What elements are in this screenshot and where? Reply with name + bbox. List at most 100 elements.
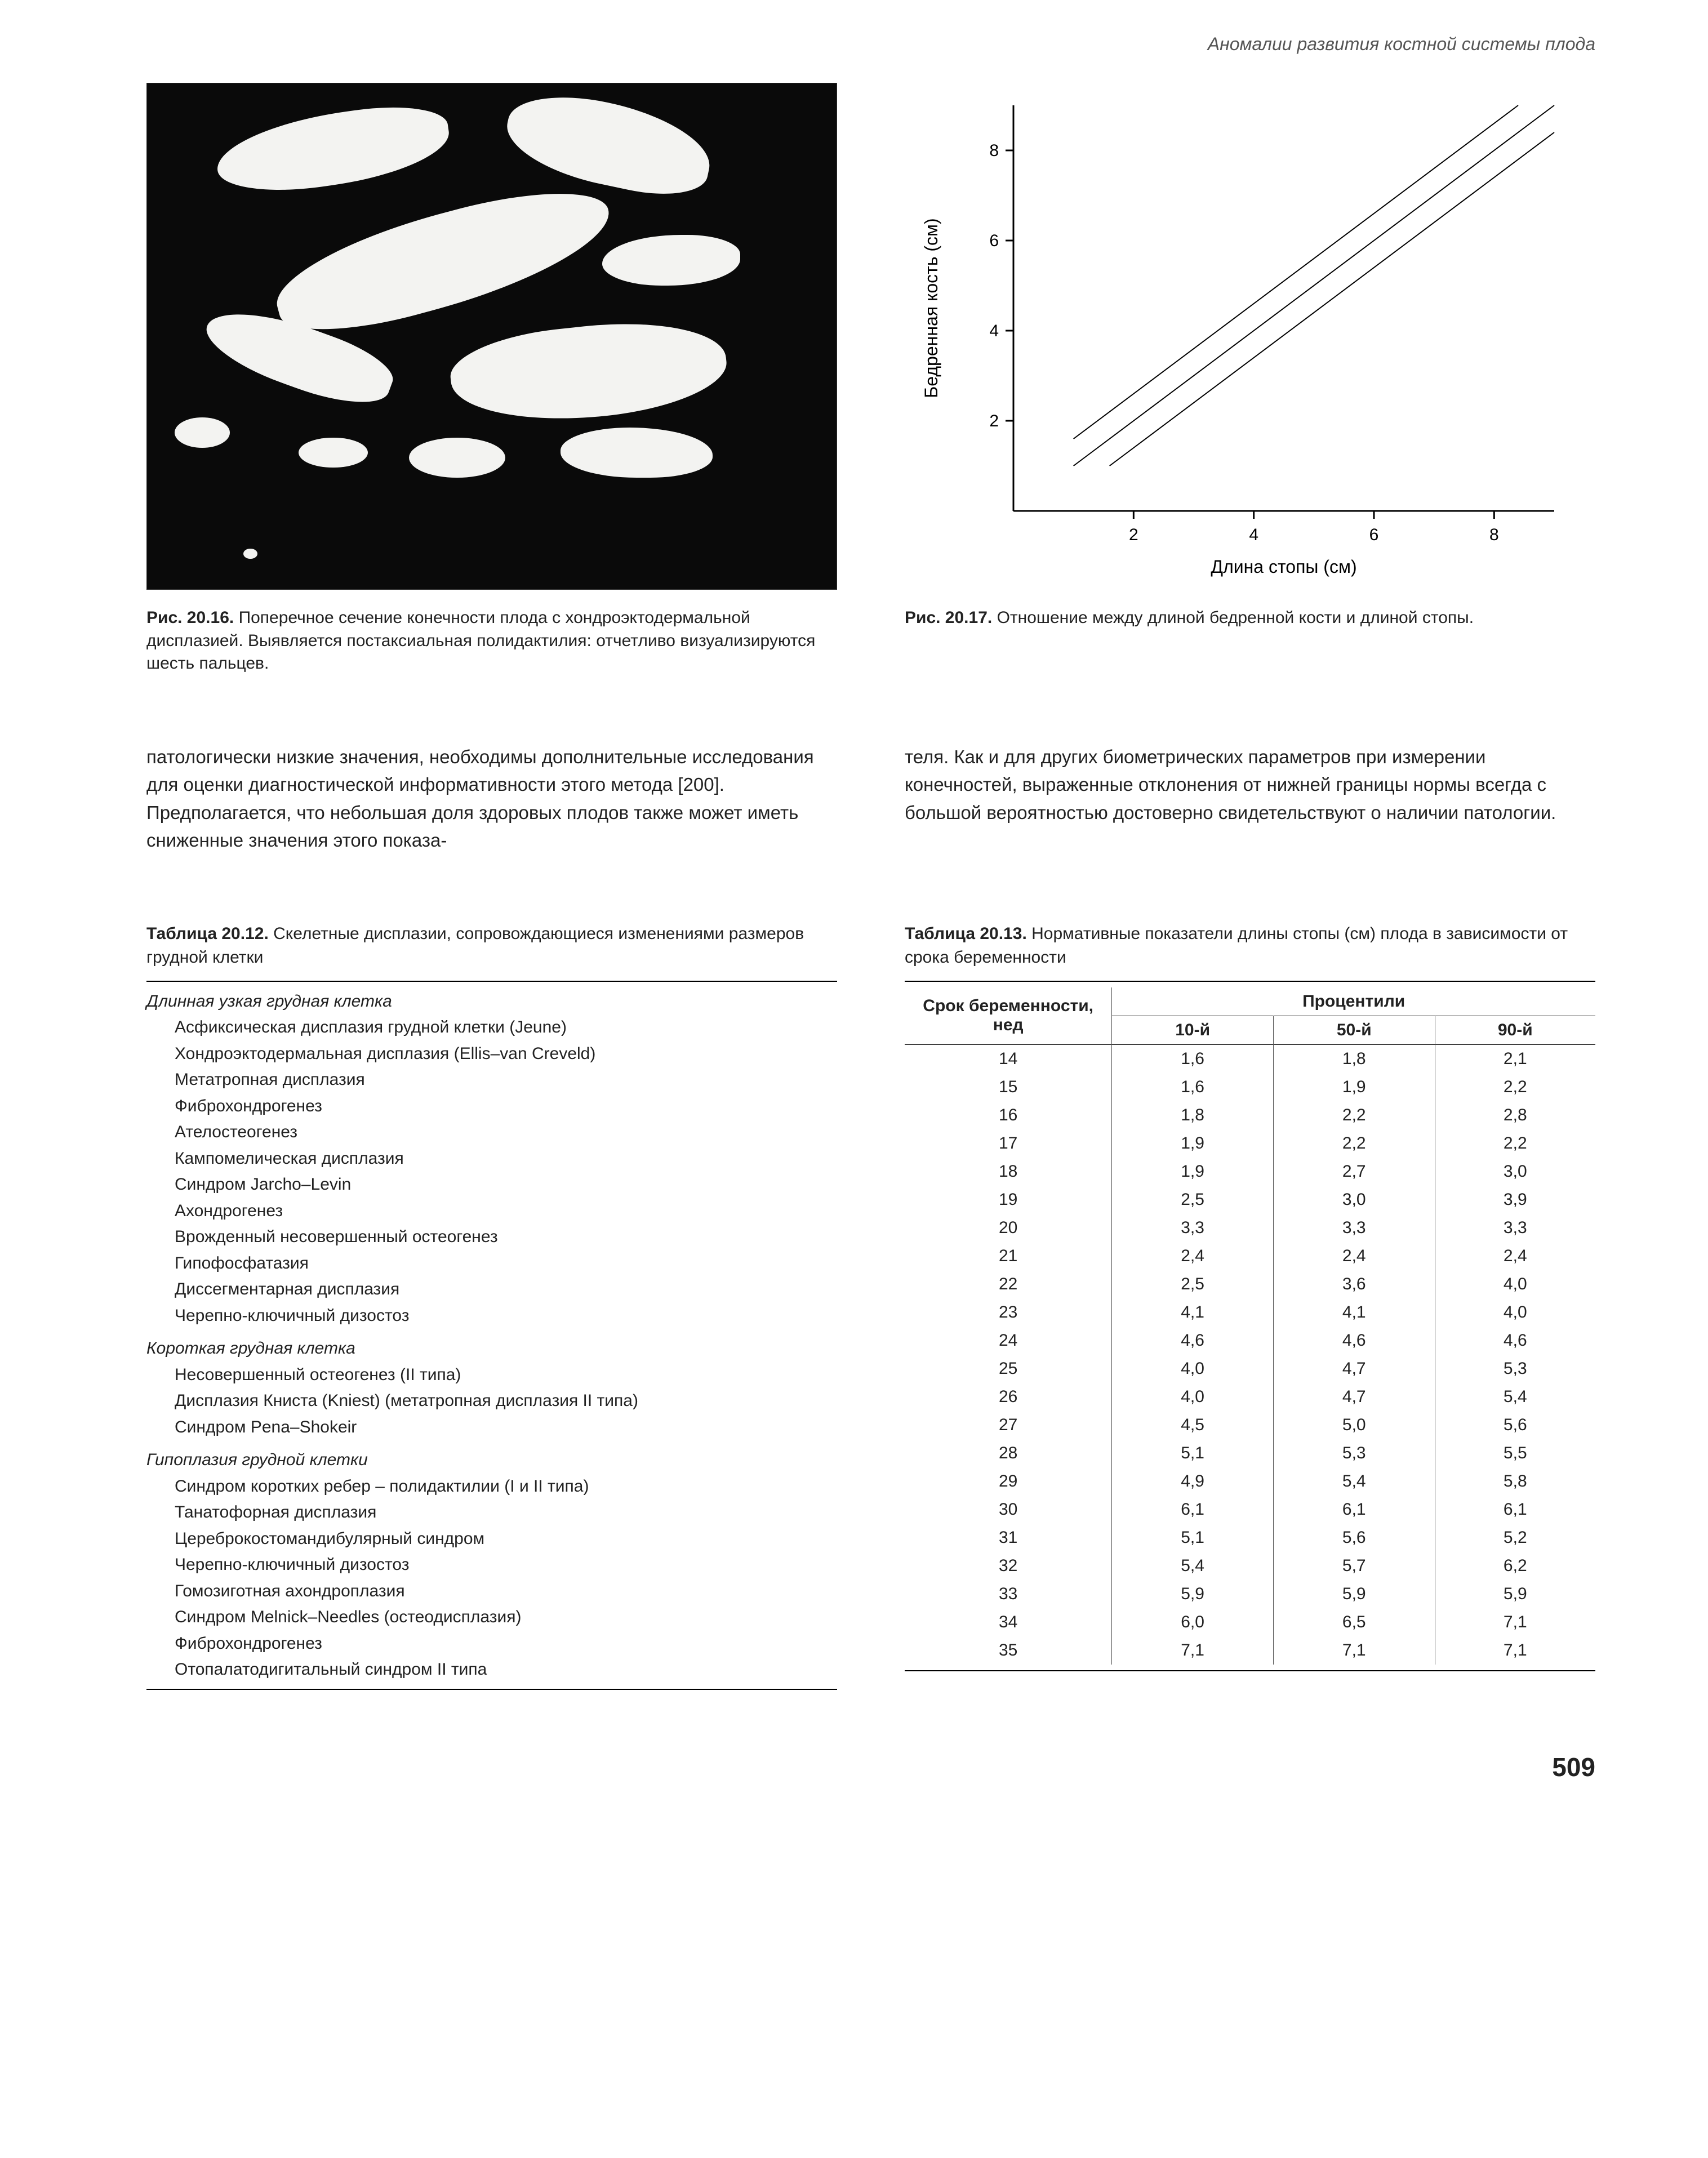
list-item: Черепно-ключичный дизостоз bbox=[146, 1303, 837, 1329]
table-20-13-title: Таблица 20.13. Нормативные показатели дл… bbox=[905, 922, 1595, 969]
table-cell: 2,2 bbox=[1435, 1129, 1595, 1158]
table-20-12-title: Таблица 20.12. Скелетные дисплазии, сопр… bbox=[146, 922, 837, 969]
table-row: 203,33,33,3 bbox=[905, 1214, 1595, 1242]
table-cell: 20 bbox=[905, 1214, 1112, 1242]
table-cell: 6,1 bbox=[1112, 1496, 1274, 1524]
figure-row: Рис. 20.16. Поперечное сечение конечност… bbox=[146, 83, 1595, 675]
list-item: Ателостеогенез bbox=[146, 1119, 837, 1146]
list-item: Врожденный несовершенный остеогенез bbox=[146, 1224, 837, 1251]
table-cell: 5,2 bbox=[1435, 1524, 1595, 1552]
table-cell: 16 bbox=[905, 1101, 1112, 1129]
table-cell: 2,2 bbox=[1273, 1101, 1435, 1129]
tables-row: Таблица 20.12. Скелетные дисплазии, сопр… bbox=[146, 922, 1595, 1696]
list-item: Гомозиготная ахондроплазия bbox=[146, 1578, 837, 1605]
svg-text:4: 4 bbox=[1249, 526, 1258, 544]
table-cell: 1,9 bbox=[1112, 1158, 1274, 1186]
svg-text:2: 2 bbox=[1129, 526, 1138, 544]
list-item: Диссегментарная дисплазия bbox=[146, 1276, 837, 1303]
table-cell: 6,1 bbox=[1273, 1496, 1435, 1524]
list-item: Синдром Jarcho–Levin bbox=[146, 1172, 837, 1198]
table-head: Срок беременности, нед Процентили 10-й50… bbox=[905, 987, 1595, 1045]
table-cell: 18 bbox=[905, 1158, 1112, 1186]
table-cell: 4,1 bbox=[1112, 1298, 1274, 1327]
table-cell: 5,4 bbox=[1112, 1552, 1274, 1580]
table-row: 222,53,64,0 bbox=[905, 1270, 1595, 1298]
rule bbox=[146, 981, 837, 982]
col-gestation: Срок беременности, нед bbox=[905, 987, 1112, 1045]
table-cell: 31 bbox=[905, 1524, 1112, 1552]
table-cell: 3,6 bbox=[1273, 1270, 1435, 1298]
table-cell: 25 bbox=[905, 1355, 1112, 1383]
table-cell: 4,5 bbox=[1112, 1411, 1274, 1439]
table-cell: 4,6 bbox=[1273, 1327, 1435, 1355]
col-header: 10-й bbox=[1112, 1016, 1274, 1044]
table-row: 294,95,45,8 bbox=[905, 1467, 1595, 1496]
table-cell: 23 bbox=[905, 1298, 1112, 1327]
table-row: 254,04,75,3 bbox=[905, 1355, 1595, 1383]
table-row: 357,17,17,1 bbox=[905, 1636, 1595, 1665]
table-cell: 2,4 bbox=[1435, 1242, 1595, 1270]
table-cell: 28 bbox=[905, 1439, 1112, 1467]
table-cell: 7,1 bbox=[1435, 1636, 1595, 1665]
table-cell: 2,7 bbox=[1273, 1158, 1435, 1186]
table-cell: 17 bbox=[905, 1129, 1112, 1158]
list-item: Фиброхондрогенез bbox=[146, 1093, 837, 1120]
table-row: 315,15,65,2 bbox=[905, 1524, 1595, 1552]
table-cell: 2,1 bbox=[1435, 1044, 1595, 1073]
svg-text:6: 6 bbox=[1369, 526, 1379, 544]
table-cell: 5,9 bbox=[1112, 1580, 1274, 1608]
table-cell: 5,1 bbox=[1112, 1524, 1274, 1552]
list-item: Дисплазия Книста (Kniest) (метатропная д… bbox=[146, 1388, 837, 1414]
table-cell: 4,0 bbox=[1435, 1298, 1595, 1327]
list-item: Гипофосфатазия bbox=[146, 1251, 837, 1277]
category-head: Гипоплазия грудной клетки bbox=[146, 1447, 837, 1474]
table-row: 346,06,57,1 bbox=[905, 1608, 1595, 1636]
table-cell: 6,0 bbox=[1112, 1608, 1274, 1636]
figure-20-16: Рис. 20.16. Поперечное сечение конечност… bbox=[146, 83, 837, 675]
table-cell: 1,8 bbox=[1112, 1101, 1274, 1129]
table-cell: 14 bbox=[905, 1044, 1112, 1073]
col-header: 90-й bbox=[1435, 1016, 1595, 1044]
table-cell: 19 bbox=[905, 1186, 1112, 1214]
table-row: 171,92,22,2 bbox=[905, 1129, 1595, 1158]
table-cell: 3,9 bbox=[1435, 1186, 1595, 1214]
table-cell: 7,1 bbox=[1273, 1636, 1435, 1665]
table-cell: 2,2 bbox=[1273, 1129, 1435, 1158]
table-cell: 5,1 bbox=[1112, 1439, 1274, 1467]
ultrasound-image bbox=[146, 83, 837, 590]
table-row: 151,61,92,2 bbox=[905, 1073, 1595, 1101]
table-cell: 7,1 bbox=[1435, 1608, 1595, 1636]
table-body: 141,61,82,1151,61,92,2161,82,22,8171,92,… bbox=[905, 1044, 1595, 1665]
table-cell: 3,0 bbox=[1435, 1158, 1595, 1186]
list-item: Синдром Pena–Shokeir bbox=[146, 1414, 837, 1441]
table-cell: 5,4 bbox=[1273, 1467, 1435, 1496]
table-cell: 30 bbox=[905, 1496, 1112, 1524]
table-cell: 1,9 bbox=[1273, 1073, 1435, 1101]
table-cell: 6,1 bbox=[1435, 1496, 1595, 1524]
table-cell: 1,6 bbox=[1112, 1073, 1274, 1101]
list-item: Кампомелическая дисплазия bbox=[146, 1146, 837, 1172]
table-cell: 4,7 bbox=[1273, 1355, 1435, 1383]
table-20-12-label: Таблица 20.12. bbox=[146, 924, 269, 943]
table-cell: 4,0 bbox=[1112, 1355, 1274, 1383]
body-right: теля. Как и для других биометрических па… bbox=[905, 743, 1595, 855]
svg-text:2: 2 bbox=[989, 412, 999, 430]
table-cell: 4,9 bbox=[1112, 1467, 1274, 1496]
table-row: 161,82,22,8 bbox=[905, 1101, 1595, 1129]
svg-text:6: 6 bbox=[989, 232, 999, 250]
chart-svg: 24682468Длина стопы (см)Бедренная кость … bbox=[905, 83, 1595, 590]
table-cell: 6,5 bbox=[1273, 1608, 1435, 1636]
table-row: 335,95,95,9 bbox=[905, 1580, 1595, 1608]
table-cell: 2,4 bbox=[1273, 1242, 1435, 1270]
table-20-12: Таблица 20.12. Скелетные дисплазии, сопр… bbox=[146, 922, 837, 1696]
table-cell: 33 bbox=[905, 1580, 1112, 1608]
table-cell: 6,2 bbox=[1435, 1552, 1595, 1580]
table-cell: 29 bbox=[905, 1467, 1112, 1496]
category-head: Короткая грудная клетка bbox=[146, 1336, 837, 1362]
table-cell: 5,7 bbox=[1273, 1552, 1435, 1580]
table-cell: 21 bbox=[905, 1242, 1112, 1270]
table-cell: 35 bbox=[905, 1636, 1112, 1665]
body-text: патологически низкие значения, необходим… bbox=[146, 743, 1595, 855]
col-header: 50-й bbox=[1273, 1016, 1435, 1044]
table-cell: 5,0 bbox=[1273, 1411, 1435, 1439]
